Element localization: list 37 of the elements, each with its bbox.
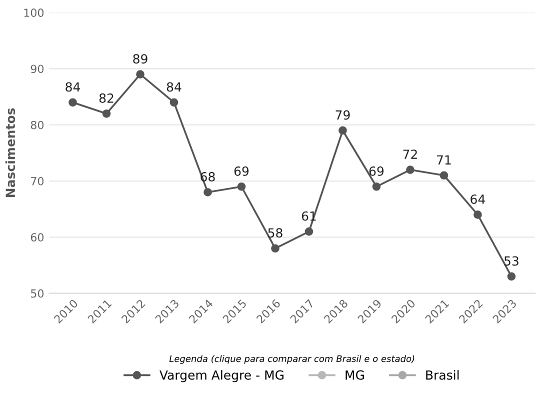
y-tick-label: 90 (30, 64, 44, 74)
data-label: 69 (369, 166, 384, 176)
point (136, 70, 144, 78)
point (237, 182, 246, 191)
data-label: 82 (99, 93, 114, 103)
point (271, 244, 280, 253)
data-label: 72 (403, 150, 417, 159)
data-label: 69 (234, 166, 249, 176)
data-label: 64 (470, 194, 485, 204)
y-axis-title: Nascimentos (5, 108, 16, 198)
legend-label: Vargem Alegre - MG (160, 370, 284, 382)
point (68, 98, 77, 107)
legend-label: Brasil (426, 370, 459, 380)
data-label: 84 (166, 82, 182, 92)
legend-title: Legenda (clique para comparar com Brasil e o estado) (169, 355, 414, 364)
point (406, 166, 414, 174)
y-tick-label: 60 (30, 233, 44, 242)
point (474, 210, 482, 219)
legend-label: MG (346, 370, 364, 380)
point (102, 109, 111, 118)
y-tick-label: 50 (31, 289, 44, 298)
point (440, 171, 448, 180)
data-label: 53 (504, 256, 518, 266)
data-label: 58 (268, 228, 282, 238)
point (304, 227, 314, 236)
data-label: 71 (437, 155, 451, 164)
point (507, 272, 516, 281)
data-label: 84 (66, 82, 80, 92)
data-label: 89 (133, 54, 148, 64)
y-tick-label: 100 (24, 8, 44, 17)
y-tick-label: 70 (31, 176, 44, 186)
data-label: 79 (336, 110, 350, 120)
y-tick-label: 80 (30, 120, 44, 130)
point (204, 188, 212, 196)
point (338, 126, 347, 135)
point (372, 182, 381, 191)
point (170, 98, 178, 107)
